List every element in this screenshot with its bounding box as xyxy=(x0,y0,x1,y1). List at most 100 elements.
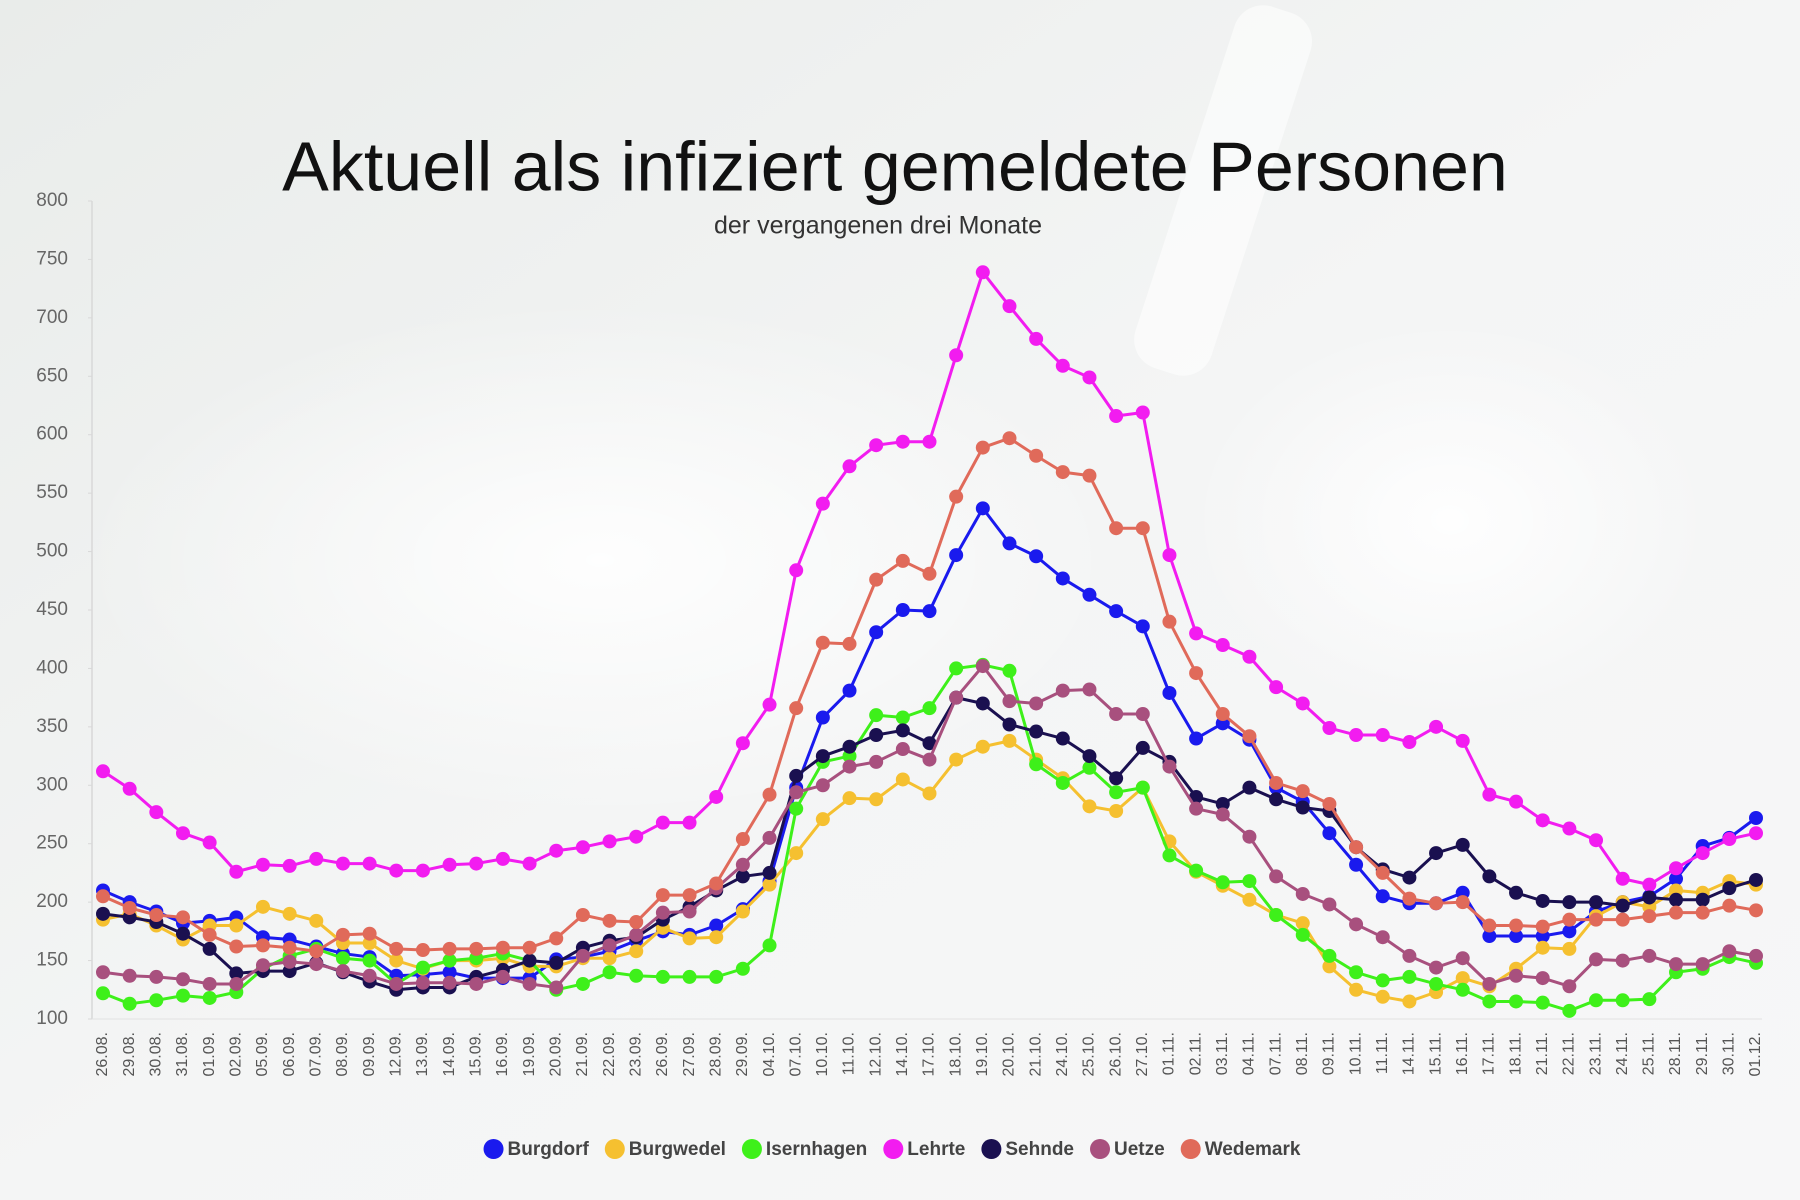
y-tick-label: 750 xyxy=(36,248,68,269)
data-point xyxy=(1669,871,1684,886)
data-point xyxy=(682,815,697,830)
data-point xyxy=(735,961,750,976)
data-point xyxy=(522,953,537,968)
y-tick-label: 650 xyxy=(36,365,68,386)
data-point xyxy=(1215,707,1230,722)
x-tick-label: 18.10. xyxy=(947,1032,964,1076)
data-point xyxy=(1749,948,1763,963)
data-point xyxy=(1322,721,1337,736)
data-point xyxy=(1615,898,1630,913)
data-point xyxy=(1482,976,1497,991)
data-point xyxy=(1349,857,1364,872)
data-point xyxy=(1215,796,1230,811)
data-point xyxy=(1135,619,1150,634)
data-point xyxy=(282,954,297,969)
data-point xyxy=(309,851,324,866)
data-point xyxy=(1562,895,1577,910)
data-point xyxy=(575,840,590,855)
data-point xyxy=(1642,948,1657,963)
data-point xyxy=(1162,759,1177,774)
data-point xyxy=(1242,780,1257,795)
data-point xyxy=(96,764,110,779)
x-tick-label: 14.09. xyxy=(441,1032,458,1076)
legend-label: Burgdorf xyxy=(508,1139,590,1160)
x-tick-label: 08.09. xyxy=(334,1032,351,1076)
data-point xyxy=(1242,892,1257,907)
data-point xyxy=(815,496,830,511)
data-point xyxy=(495,940,510,955)
x-tick-label: 19.09. xyxy=(521,1032,538,1076)
data-point xyxy=(922,604,937,619)
data-point xyxy=(96,906,110,921)
data-point xyxy=(1322,897,1337,912)
data-point xyxy=(922,736,937,751)
x-tick-label: 30.08. xyxy=(148,1032,165,1076)
data-point xyxy=(389,953,404,968)
x-tick-label: 05.09. xyxy=(254,1032,271,1076)
data-point xyxy=(762,877,777,892)
data-point xyxy=(1722,832,1737,847)
data-point xyxy=(1135,780,1150,795)
data-point xyxy=(1695,846,1710,861)
x-tick-label: 07.09. xyxy=(308,1032,325,1076)
data-point xyxy=(469,941,484,956)
data-point xyxy=(789,701,804,716)
data-point xyxy=(842,636,857,651)
data-point xyxy=(1509,794,1524,809)
data-point xyxy=(1642,890,1657,905)
data-point xyxy=(1642,877,1657,892)
background-shape xyxy=(80,300,1120,820)
data-point xyxy=(1482,869,1497,884)
data-point xyxy=(602,965,617,980)
data-point xyxy=(389,863,404,878)
data-point xyxy=(442,953,457,968)
data-point xyxy=(149,805,164,820)
legend-label: Wedemark xyxy=(1205,1139,1301,1160)
data-point xyxy=(1509,918,1524,933)
x-tick-label: 18.11. xyxy=(1507,1032,1524,1075)
y-tick-label: 550 xyxy=(36,482,68,503)
data-point xyxy=(309,913,324,928)
data-point xyxy=(202,835,217,850)
x-tick-label: 29.09. xyxy=(734,1032,751,1076)
data-point xyxy=(1055,775,1070,790)
x-tick-label: 23.11. xyxy=(1587,1032,1604,1075)
data-point xyxy=(629,927,644,942)
x-tick-label: 30.11. xyxy=(1721,1032,1738,1075)
data-point xyxy=(1189,666,1204,681)
x-tick-label: 24.10. xyxy=(1054,1032,1071,1076)
data-point xyxy=(1402,870,1417,885)
data-point xyxy=(549,955,564,970)
data-point xyxy=(522,976,537,991)
legend-marker xyxy=(883,1139,904,1159)
data-point xyxy=(762,787,777,802)
data-point xyxy=(1749,872,1763,887)
x-tick-label: 22.09. xyxy=(601,1032,618,1076)
data-point xyxy=(1029,331,1044,346)
data-point xyxy=(1295,800,1310,815)
data-point xyxy=(1722,898,1737,913)
data-point xyxy=(415,943,430,958)
y-tick-label: 350 xyxy=(36,716,68,737)
data-point xyxy=(1429,896,1444,911)
data-point xyxy=(842,739,857,754)
x-tick-label: 28.11. xyxy=(1667,1032,1684,1075)
data-point xyxy=(842,459,857,474)
x-tick-label: 23.09. xyxy=(627,1032,644,1076)
data-point xyxy=(229,939,244,954)
data-point xyxy=(1375,889,1390,904)
data-point xyxy=(1269,775,1284,790)
data-point xyxy=(469,856,484,871)
plot-area xyxy=(96,265,1763,1018)
data-point xyxy=(655,905,670,920)
data-point xyxy=(1642,992,1657,1007)
data-point xyxy=(709,930,724,945)
data-point xyxy=(1242,874,1257,889)
x-tick-label: 29.08. xyxy=(121,1032,138,1076)
data-point xyxy=(362,856,377,871)
x-tick-label: 31.08. xyxy=(174,1032,191,1076)
y-tick-label: 250 xyxy=(36,833,68,854)
data-point xyxy=(1535,940,1550,955)
data-point xyxy=(682,931,697,946)
